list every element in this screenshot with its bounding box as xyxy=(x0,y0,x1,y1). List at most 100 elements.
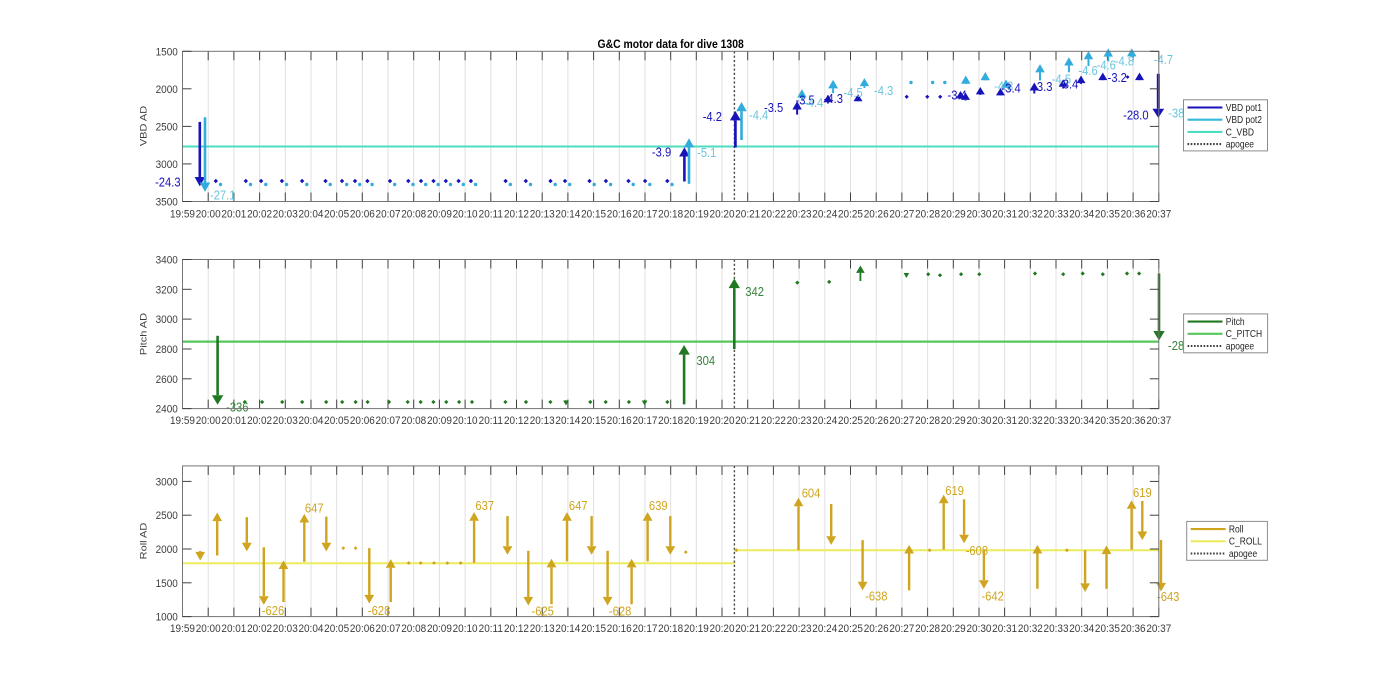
svg-text:1500: 1500 xyxy=(156,46,178,59)
svg-text:VBD pot2: VBD pot2 xyxy=(1226,115,1262,126)
svg-text:20:23: 20:23 xyxy=(787,623,812,636)
svg-text:apogee: apogee xyxy=(1229,548,1257,559)
svg-text:20:29: 20:29 xyxy=(941,208,966,221)
svg-text:20:09: 20:09 xyxy=(427,414,452,427)
svg-text:20:24: 20:24 xyxy=(812,414,837,427)
svg-text:20:33: 20:33 xyxy=(1044,208,1069,221)
svg-text:20:12: 20:12 xyxy=(504,208,529,221)
svg-text:20:23: 20:23 xyxy=(787,414,812,427)
svg-text:-628: -628 xyxy=(368,603,391,618)
svg-text:20:06: 20:06 xyxy=(350,623,375,636)
svg-text:20:28: 20:28 xyxy=(915,208,940,221)
svg-text:20:08: 20:08 xyxy=(401,623,426,636)
svg-text:20:28: 20:28 xyxy=(915,414,940,427)
svg-text:2600: 2600 xyxy=(156,373,178,386)
svg-text:20:09: 20:09 xyxy=(427,208,452,221)
svg-text:20:18: 20:18 xyxy=(658,623,683,636)
svg-text:2000: 2000 xyxy=(156,543,178,556)
svg-text:20:02: 20:02 xyxy=(247,414,272,427)
svg-text:-4.8: -4.8 xyxy=(1115,54,1135,69)
svg-text:20:02: 20:02 xyxy=(247,208,272,221)
svg-text:-642: -642 xyxy=(981,589,1004,604)
svg-text:Roll: Roll xyxy=(1229,524,1244,535)
svg-text:20:24: 20:24 xyxy=(812,208,837,221)
svg-text:639: 639 xyxy=(649,498,668,513)
svg-text:20:27: 20:27 xyxy=(889,623,914,636)
svg-text:-625: -625 xyxy=(532,604,555,619)
svg-text:20:30: 20:30 xyxy=(966,208,991,221)
svg-text:20:17: 20:17 xyxy=(632,414,657,427)
svg-text:20:31: 20:31 xyxy=(992,623,1017,636)
svg-text:-4.5: -4.5 xyxy=(843,85,863,100)
svg-text:20:15: 20:15 xyxy=(581,623,606,636)
svg-text:20:35: 20:35 xyxy=(1095,414,1120,427)
svg-text:20:36: 20:36 xyxy=(1121,208,1146,221)
svg-text:apogee: apogee xyxy=(1226,139,1254,150)
svg-text:20:34: 20:34 xyxy=(1069,414,1094,427)
svg-text:Pitch AD: Pitch AD xyxy=(139,313,149,355)
svg-text:3400: 3400 xyxy=(156,254,178,267)
svg-text:647: 647 xyxy=(305,501,324,516)
svg-text:20:27: 20:27 xyxy=(889,414,914,427)
svg-text:20:02: 20:02 xyxy=(247,623,272,636)
svg-text:20:32: 20:32 xyxy=(1018,623,1043,636)
svg-text:2800: 2800 xyxy=(156,343,178,356)
svg-text:Pitch: Pitch xyxy=(1226,316,1245,327)
svg-text:-626: -626 xyxy=(262,603,285,618)
svg-text:20:09: 20:09 xyxy=(427,623,452,636)
svg-text:20:07: 20:07 xyxy=(376,623,401,636)
svg-text:20:25: 20:25 xyxy=(838,623,863,636)
svg-text:-4.3: -4.3 xyxy=(824,91,844,106)
svg-text:-608: -608 xyxy=(966,543,989,558)
svg-text:-4.3: -4.3 xyxy=(874,83,894,98)
svg-text:3000: 3000 xyxy=(156,158,178,171)
svg-text:2400: 2400 xyxy=(156,403,178,416)
svg-text:20:26: 20:26 xyxy=(864,208,889,221)
svg-text:-4.2: -4.2 xyxy=(703,109,723,124)
svg-text:20:25: 20:25 xyxy=(838,208,863,221)
svg-text:-3.2: -3.2 xyxy=(1108,70,1128,85)
svg-text:3500: 3500 xyxy=(156,196,178,209)
svg-text:3000: 3000 xyxy=(156,476,178,489)
svg-text:20:22: 20:22 xyxy=(761,623,786,636)
svg-text:VBD AD: VBD AD xyxy=(139,106,149,146)
svg-text:19:59: 19:59 xyxy=(170,623,195,636)
svg-text:20:24: 20:24 xyxy=(812,623,837,636)
svg-text:1000: 1000 xyxy=(156,611,178,624)
svg-text:3000: 3000 xyxy=(156,314,178,327)
svg-text:-3.4: -3.4 xyxy=(948,88,968,103)
svg-text:-4.4: -4.4 xyxy=(749,108,769,123)
svg-text:-638: -638 xyxy=(865,589,888,604)
svg-text:20:11: 20:11 xyxy=(479,208,503,221)
svg-text:20:06: 20:06 xyxy=(350,414,375,427)
svg-text:G&C motor data for dive 1308: G&C motor data for dive 1308 xyxy=(598,38,744,51)
svg-text:20:11: 20:11 xyxy=(479,623,503,636)
svg-text:C_VBD: C_VBD xyxy=(1226,127,1255,138)
svg-text:C_PITCH: C_PITCH xyxy=(1226,329,1262,340)
svg-text:20:20: 20:20 xyxy=(710,623,735,636)
svg-text:20:33: 20:33 xyxy=(1044,623,1069,636)
svg-text:-5.1: -5.1 xyxy=(697,145,717,160)
svg-text:Roll AD: Roll AD xyxy=(139,523,149,560)
svg-text:20:21: 20:21 xyxy=(735,208,760,221)
svg-text:20:16: 20:16 xyxy=(607,414,632,427)
svg-text:-3.5: -3.5 xyxy=(795,93,815,108)
svg-text:3200: 3200 xyxy=(156,284,178,297)
svg-text:20:14: 20:14 xyxy=(555,414,580,427)
svg-text:20:04: 20:04 xyxy=(298,208,323,221)
svg-text:20:29: 20:29 xyxy=(941,623,966,636)
svg-text:-3.9: -3.9 xyxy=(652,145,672,160)
svg-text:20:35: 20:35 xyxy=(1095,623,1120,636)
svg-text:20:05: 20:05 xyxy=(324,414,349,427)
svg-text:-4.6: -4.6 xyxy=(1097,58,1117,73)
svg-text:1500: 1500 xyxy=(156,577,178,590)
svg-text:20:19: 20:19 xyxy=(684,623,709,636)
svg-text:19:59: 19:59 xyxy=(170,414,195,427)
svg-text:20:04: 20:04 xyxy=(298,623,323,636)
svg-text:20:25: 20:25 xyxy=(838,414,863,427)
svg-text:20:34: 20:34 xyxy=(1069,208,1094,221)
svg-text:20:07: 20:07 xyxy=(376,414,401,427)
svg-text:20:17: 20:17 xyxy=(632,208,657,221)
svg-text:20:37: 20:37 xyxy=(1146,208,1171,221)
svg-text:-4.3: -4.3 xyxy=(994,79,1014,94)
